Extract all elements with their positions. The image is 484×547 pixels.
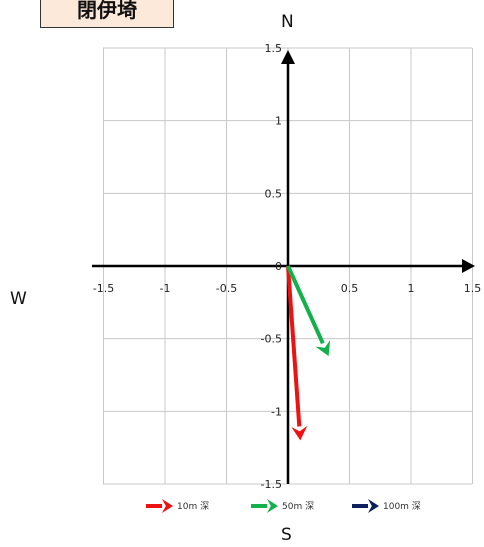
y-tick-label: -1.5 — [261, 478, 282, 491]
vector-1-head — [291, 425, 308, 441]
x-tick-label: 1 — [408, 282, 415, 295]
y-tick-label: 1.5 — [265, 42, 283, 55]
chart-title: 閉伊埼 — [40, 0, 174, 28]
west-label: W — [10, 289, 27, 309]
south-label: S — [281, 525, 292, 545]
x-tick-label: 1.5 — [464, 282, 482, 295]
x-tick-label: 0.5 — [341, 282, 359, 295]
x-axis-arrowhead — [462, 259, 475, 273]
legend-marker-2-head — [267, 499, 278, 513]
vector-2-shaft — [286, 265, 325, 345]
y-tick-label: 0.5 — [265, 187, 283, 200]
north-label: N — [281, 12, 294, 32]
legend-label: 100m 深 — [383, 501, 421, 512]
legend-marker-3-head — [368, 499, 379, 513]
legend-label: 50m 深 — [282, 501, 314, 512]
vector-2-head — [315, 340, 331, 357]
legend-marker-1-head — [162, 499, 173, 513]
y-tick-label: 0 — [275, 260, 282, 273]
y-tick-label: -0.5 — [261, 333, 282, 346]
y-axis-arrowhead — [281, 50, 295, 64]
y-tick-label: -1 — [271, 405, 282, 418]
x-tick-label: -1 — [160, 282, 171, 295]
x-tick-label: -1.5 — [93, 282, 114, 295]
x-tick-label: -0.5 — [216, 282, 237, 295]
vector-1-shaft — [286, 265, 302, 427]
legend-label: 10m 深 — [177, 501, 209, 512]
y-tick-label: 1 — [275, 115, 282, 128]
